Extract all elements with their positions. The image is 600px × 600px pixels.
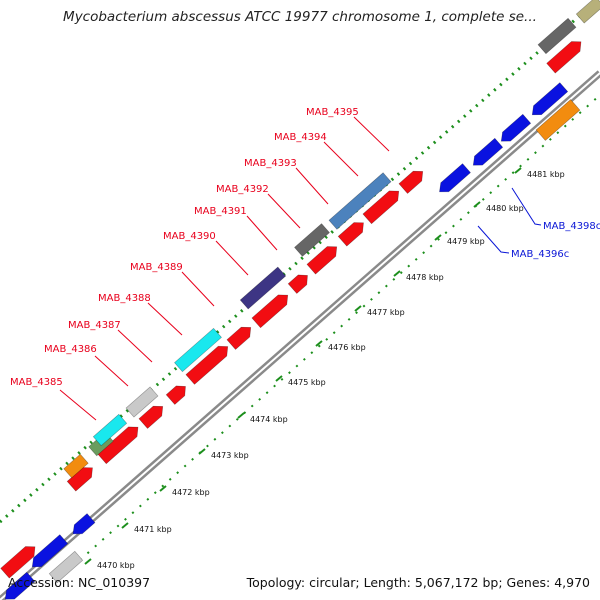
- label-leader: [117, 329, 153, 363]
- forward-gene-label[interactable]: MAB_4389: [130, 262, 183, 273]
- gene-block-red[interactable]: [0, 542, 40, 579]
- gene-block-lightgray[interactable]: [125, 386, 159, 418]
- gene-block-lightgray[interactable]: [48, 550, 84, 584]
- gene-block-red[interactable]: [251, 290, 292, 329]
- scale-tick-mark: [315, 340, 323, 347]
- scale-tick-label: 4478 kbp: [406, 273, 444, 282]
- gene-block-blue[interactable]: [469, 137, 504, 169]
- scale-tick-label: 4479 kbp: [447, 237, 485, 246]
- gene-block-red[interactable]: [226, 323, 255, 350]
- forward-gene-label[interactable]: MAB_4392: [216, 184, 269, 195]
- forward-gene-label[interactable]: MAB_4394: [274, 132, 327, 143]
- forward-gene-label[interactable]: MAB_4390: [163, 231, 216, 242]
- gene-block-purple[interactable]: [239, 266, 287, 310]
- label-leader: [323, 141, 359, 177]
- scale-tick-mark: [473, 201, 481, 208]
- forward-gene-label[interactable]: MAB_4385: [10, 377, 63, 388]
- gene-block-red[interactable]: [546, 37, 586, 74]
- outer-dotted-guide: [0, 0, 600, 524]
- gene-block-blue[interactable]: [69, 513, 96, 539]
- label-leader: [246, 215, 278, 251]
- gene-block-red[interactable]: [138, 402, 167, 429]
- label-leader: [181, 271, 215, 307]
- scale-tick-label: 4470 kbp: [97, 561, 135, 570]
- label-leader: [295, 167, 329, 205]
- scale-tick-label: 4474 kbp: [250, 415, 288, 424]
- inner-dotted-guide: [79, 94, 600, 561]
- scale-tick-mark: [121, 522, 129, 529]
- gene-block-cyan[interactable]: [174, 327, 222, 373]
- scale-ticks: 4470 kbp 4471 kbp 4472 kbp 4473 kbp 4474 kbp…: [84, 167, 565, 570]
- label-leader: [477, 225, 510, 254]
- scale-tick-label: 4480 kbp: [486, 204, 524, 213]
- scale-tick-label: 4481 kbp: [527, 170, 565, 179]
- gene-block-cyan[interactable]: [92, 413, 128, 447]
- gene-block-steelblue[interactable]: [328, 172, 392, 230]
- gene-block-blue[interactable]: [28, 534, 69, 572]
- forward-gene-label[interactable]: MAB_4386: [44, 344, 97, 355]
- label-leader: [59, 389, 97, 421]
- scale-tick-mark: [354, 305, 362, 312]
- label-leader: [267, 193, 301, 229]
- scale-tick-mark: [514, 167, 522, 174]
- label-leader: [353, 116, 390, 152]
- scale-tick-label: 4475 kbp: [288, 378, 326, 387]
- scale-tick-label: 4471 kbp: [134, 525, 172, 534]
- gene-block-olive[interactable]: [575, 0, 600, 24]
- accession-text: Accession: NC_010397: [8, 575, 151, 590]
- gene-block-orange[interactable]: [535, 99, 581, 141]
- label-leader: [215, 240, 249, 276]
- reverse-gene-label[interactable]: MAB_4398c: [543, 221, 600, 232]
- gene-block-gray[interactable]: [537, 17, 577, 55]
- gene-block-red[interactable]: [337, 218, 368, 247]
- forward-gene-label[interactable]: MAB_4393: [244, 158, 297, 169]
- scale-tick-label: 4472 kbp: [172, 488, 210, 497]
- scale-tick-mark: [275, 375, 283, 382]
- gene-block-red[interactable]: [398, 167, 427, 194]
- scale-tick-mark: [198, 448, 206, 455]
- gene-block-red[interactable]: [165, 382, 190, 405]
- label-leader-lines: [59, 116, 542, 421]
- gene-block-red[interactable]: [306, 242, 341, 275]
- scale-tick-mark: [84, 558, 92, 565]
- forward-gene-label[interactable]: MAB_4388: [98, 293, 151, 304]
- scale-tick-mark: [159, 485, 167, 492]
- scale-tick-mark: [237, 412, 245, 419]
- gene-labels: MAB_4385 MAB_4386 MAB_4387 MAB_4388 MAB_4389…: [10, 107, 600, 388]
- gene-block-red[interactable]: [362, 186, 403, 225]
- forward-gene-label[interactable]: MAB_4391: [194, 206, 247, 217]
- forward-gene-label[interactable]: MAB_4395: [306, 107, 359, 118]
- forward-gene-label[interactable]: MAB_4387: [68, 320, 121, 331]
- gene-block-blue[interactable]: [1, 571, 36, 600]
- label-leader: [147, 302, 183, 336]
- gene-block-red[interactable]: [287, 271, 312, 294]
- backbone-line-inner: [0, 72, 600, 600]
- scale-tick-label: 4473 kbp: [211, 451, 249, 460]
- gene-block-gray[interactable]: [294, 223, 330, 257]
- gene-block-blue[interactable]: [497, 113, 532, 145]
- label-leader: [511, 187, 542, 226]
- label-leader: [94, 355, 129, 387]
- scale-tick-mark: [393, 270, 401, 277]
- gene-block-red[interactable]: [185, 342, 232, 385]
- scale-tick-label: 4477 kbp: [367, 308, 405, 317]
- topology-summary-text: Topology: circular; Length: 5,067,172 bp…: [246, 575, 590, 590]
- map-title: Mycobacterium abscessus ATCC 19977 chrom…: [63, 9, 537, 25]
- scale-tick-mark: [434, 234, 442, 241]
- reverse-gene-label[interactable]: MAB_4396c: [511, 249, 569, 260]
- gene-block-orange[interactable]: [63, 453, 89, 479]
- scale-tick-label: 4476 kbp: [328, 343, 366, 352]
- gene-block-blue[interactable]: [436, 163, 471, 197]
- gene-block-blue[interactable]: [528, 82, 569, 120]
- gene-block-red[interactable]: [97, 422, 143, 465]
